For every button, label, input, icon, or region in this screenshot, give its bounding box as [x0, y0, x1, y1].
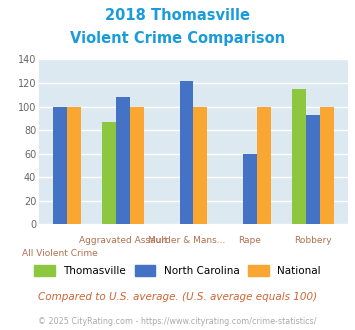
Legend: Thomasville, North Carolina, National: Thomasville, North Carolina, National	[30, 261, 325, 280]
Text: Violent Crime Comparison: Violent Crime Comparison	[70, 31, 285, 46]
Bar	[243, 154, 257, 224]
Text: Robbery: Robbery	[294, 236, 332, 245]
Bar	[180, 81, 193, 224]
Bar	[67, 107, 81, 224]
Bar	[292, 89, 306, 224]
Text: © 2025 CityRating.com - https://www.cityrating.com/crime-statistics/: © 2025 CityRating.com - https://www.city…	[38, 317, 317, 326]
Bar	[130, 107, 144, 224]
Bar	[306, 115, 320, 224]
Text: Compared to U.S. average. (U.S. average equals 100): Compared to U.S. average. (U.S. average …	[38, 292, 317, 302]
Text: 2018 Thomasville: 2018 Thomasville	[105, 8, 250, 23]
Bar	[320, 107, 334, 224]
Bar	[102, 122, 116, 224]
Bar	[257, 107, 271, 224]
Bar	[193, 107, 207, 224]
Bar	[116, 97, 130, 224]
Text: All Violent Crime: All Violent Crime	[22, 249, 98, 258]
Text: Aggravated Assault: Aggravated Assault	[79, 236, 168, 245]
Text: Murder & Mans...: Murder & Mans...	[148, 236, 225, 245]
Text: Rape: Rape	[238, 236, 261, 245]
Bar	[53, 107, 67, 224]
